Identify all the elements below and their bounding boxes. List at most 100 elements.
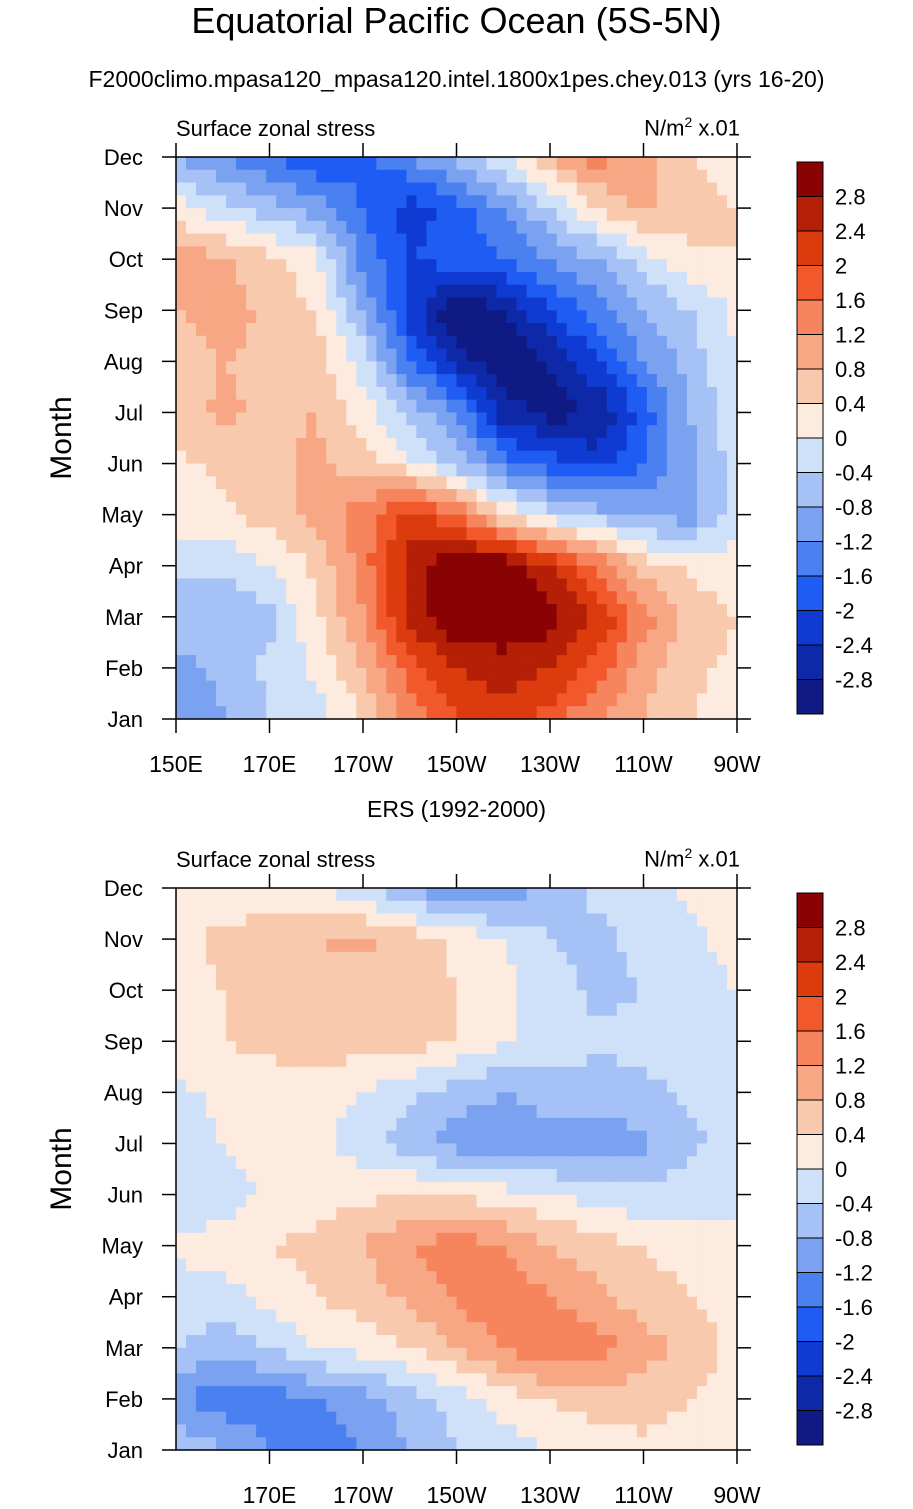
field-cell bbox=[416, 1347, 428, 1362]
field-cell bbox=[446, 1130, 458, 1145]
field-cell bbox=[366, 977, 377, 991]
field-cell bbox=[256, 1194, 267, 1208]
field-cell bbox=[346, 591, 357, 605]
field-cell bbox=[316, 1232, 327, 1247]
field-cell bbox=[196, 1079, 207, 1093]
field-cell bbox=[416, 514, 428, 529]
field-cell bbox=[336, 1232, 347, 1247]
field-cell bbox=[726, 667, 738, 682]
field-cell bbox=[306, 348, 317, 362]
field-cell bbox=[726, 642, 738, 656]
field-cell bbox=[326, 1130, 337, 1145]
field-cell bbox=[686, 1309, 698, 1323]
field-cell bbox=[196, 667, 207, 682]
field-cell bbox=[716, 565, 728, 580]
field-cell bbox=[276, 1322, 287, 1336]
field-cell bbox=[396, 514, 408, 529]
field-cell bbox=[646, 1335, 658, 1349]
field-cell bbox=[686, 501, 698, 516]
field-cell bbox=[506, 284, 518, 299]
field-cell bbox=[296, 926, 307, 940]
field-cell bbox=[536, 1054, 548, 1068]
field-cell bbox=[226, 1092, 237, 1106]
field-cell bbox=[306, 489, 317, 503]
field-cell bbox=[306, 913, 317, 927]
field-cell bbox=[426, 220, 438, 235]
field-cell bbox=[346, 964, 357, 979]
field-cell bbox=[626, 1002, 638, 1017]
field-cell bbox=[256, 348, 267, 362]
field-cell bbox=[426, 1271, 438, 1285]
field-cell bbox=[316, 1117, 327, 1132]
field-cell bbox=[546, 1079, 558, 1093]
field-cell bbox=[446, 1207, 458, 1221]
field-cell bbox=[536, 1181, 548, 1196]
field-cell bbox=[186, 1194, 197, 1208]
field-cell bbox=[196, 323, 207, 337]
field-cell bbox=[546, 297, 558, 311]
field-cell bbox=[576, 527, 588, 541]
field-cell bbox=[566, 220, 578, 235]
field-cell bbox=[276, 926, 287, 940]
field-cell bbox=[396, 964, 408, 979]
field-cell bbox=[536, 399, 548, 414]
field-cell bbox=[536, 271, 548, 286]
field-cell bbox=[716, 667, 728, 682]
field-cell bbox=[236, 939, 247, 953]
field-cell bbox=[576, 1296, 588, 1311]
field-cell bbox=[656, 412, 668, 426]
field-cell bbox=[346, 1232, 357, 1247]
field-cell bbox=[696, 1360, 708, 1374]
field-cell bbox=[536, 463, 548, 477]
field-cell bbox=[186, 1347, 197, 1362]
field-cell bbox=[296, 1156, 307, 1170]
field-cell bbox=[566, 348, 578, 362]
field-cell bbox=[416, 1386, 428, 1400]
field-cell bbox=[296, 1181, 307, 1196]
field-cell bbox=[366, 348, 377, 362]
field-cell bbox=[706, 323, 718, 337]
field-cell bbox=[706, 489, 718, 503]
field-cell bbox=[306, 1296, 317, 1311]
field-cell bbox=[656, 233, 668, 248]
field-cell bbox=[506, 195, 518, 209]
field-cell bbox=[186, 284, 197, 299]
field-cell bbox=[256, 386, 267, 401]
field-cell bbox=[286, 1130, 297, 1145]
field-cell bbox=[536, 604, 548, 618]
field-cell bbox=[636, 157, 648, 171]
field-cell bbox=[416, 1220, 428, 1234]
field-cell bbox=[566, 977, 578, 991]
field-cell bbox=[306, 888, 317, 902]
field-cell bbox=[676, 1220, 688, 1234]
field-cell bbox=[306, 233, 317, 248]
field-cell bbox=[416, 271, 428, 286]
field-cell bbox=[446, 399, 458, 414]
field-cell bbox=[556, 951, 568, 966]
field-cell bbox=[446, 680, 458, 695]
field-cell bbox=[276, 1245, 287, 1260]
field-cell bbox=[316, 1002, 327, 1017]
field-cell bbox=[236, 1373, 247, 1387]
field-cell bbox=[696, 939, 708, 953]
field-cell bbox=[336, 246, 347, 260]
field-cell bbox=[576, 604, 588, 618]
field-cell bbox=[386, 1411, 397, 1426]
field-cell bbox=[496, 310, 508, 324]
field-cell bbox=[416, 565, 428, 580]
field-cell bbox=[636, 1373, 648, 1387]
field-cell bbox=[386, 1309, 397, 1323]
field-cell bbox=[266, 1232, 277, 1247]
field-cell bbox=[376, 1220, 387, 1234]
field-cell bbox=[566, 1143, 578, 1157]
field-cell bbox=[516, 1258, 528, 1272]
field-cell bbox=[276, 706, 287, 720]
field-cell bbox=[346, 1207, 357, 1221]
field-cell bbox=[686, 1130, 698, 1145]
field-cell bbox=[626, 348, 638, 362]
field-cell bbox=[376, 1360, 387, 1374]
field-cell bbox=[266, 1220, 277, 1234]
field-cell bbox=[556, 1015, 568, 1030]
field-cell bbox=[266, 1373, 277, 1387]
